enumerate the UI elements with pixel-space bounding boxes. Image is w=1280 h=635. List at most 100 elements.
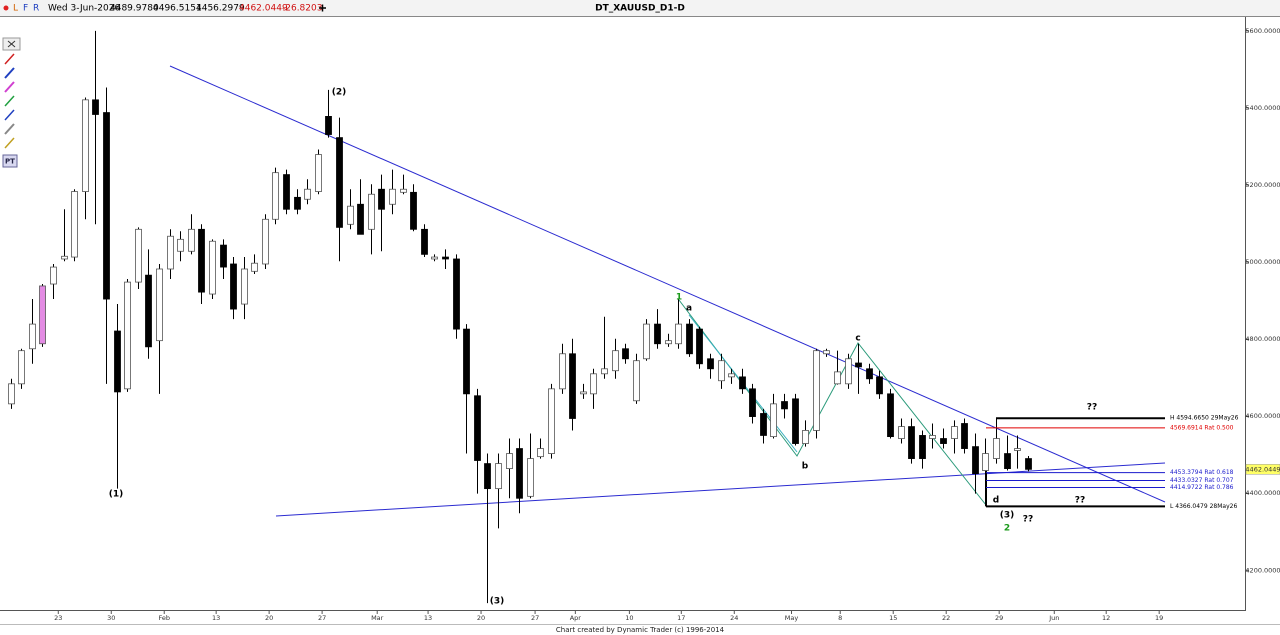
candle-body <box>61 255 68 260</box>
lower-trendline <box>275 462 1166 517</box>
candle-body <box>463 328 470 395</box>
candle-body <box>294 196 301 210</box>
y-tick-label: 4800.0000 <box>1245 335 1280 343</box>
level-label: 4414.9722 Rat 0.786 <box>1170 484 1234 491</box>
candle-body <box>823 350 830 355</box>
candle-body <box>474 395 481 461</box>
candle-body <box>908 426 915 459</box>
footer-credit: Chart created by Dynamic Trader (c) 1996… <box>556 626 725 634</box>
tool-pt-label: PT <box>5 158 15 166</box>
candle-body <box>453 258 460 330</box>
y-tick-label: 5400.0000 <box>1245 104 1280 112</box>
tool-close-x2 <box>7 40 16 48</box>
candle-body <box>198 228 205 293</box>
y-tick-label: 4200.0000 <box>1245 566 1280 574</box>
tool-fan[interactable] <box>4 81 15 93</box>
y-tick-label: 5200.0000 <box>1245 181 1280 189</box>
x-tick-label: 23 <box>54 614 62 622</box>
candle-body <box>18 350 25 385</box>
wave-label: b <box>802 462 809 472</box>
candle-body <box>124 281 131 390</box>
candle-body <box>1014 448 1021 451</box>
tool-line[interactable] <box>4 53 15 65</box>
wave-label: c <box>855 334 860 344</box>
header-bar <box>0 0 1280 16</box>
x-tick-label: Feb <box>158 614 170 622</box>
x-tick-label: Apr <box>570 614 582 622</box>
candle-body <box>516 448 523 499</box>
level-label: 4569.6914 Rat 0.500 <box>1170 424 1234 431</box>
candle-body <box>876 376 883 395</box>
candle-body <box>686 323 693 355</box>
candle-body <box>760 413 767 436</box>
candle-body <box>1025 458 1032 470</box>
wave-label: d <box>993 496 999 506</box>
candle-body <box>495 463 502 490</box>
tool-retrace[interactable] <box>4 95 15 107</box>
candle-body <box>1004 453 1011 469</box>
candle-body <box>400 188 407 193</box>
candle-body <box>325 116 332 135</box>
wave-label: ?? <box>1075 496 1085 506</box>
candle-body <box>728 373 735 378</box>
candle-body <box>431 256 438 260</box>
chart-title: DT_XAUUSD_D1-D <box>595 4 685 14</box>
candle-body <box>569 353 576 419</box>
x-tick-label: 27 <box>318 614 326 622</box>
x-tick-label: Mar <box>371 614 384 622</box>
tool-r[interactable]: R <box>33 4 39 14</box>
wave-label: (1) <box>109 490 124 500</box>
candle-body <box>813 350 820 431</box>
header-date: Wed 3-Jun-2026 <box>48 4 120 14</box>
candle-body <box>559 353 566 390</box>
y-tick-label: 5600.0000 <box>1245 27 1280 35</box>
wave-label: 1 <box>676 293 682 303</box>
candle-body <box>675 323 682 345</box>
x-tick-label: 15 <box>889 614 897 622</box>
candle-body <box>961 423 968 449</box>
wave-label: (2) <box>332 88 347 98</box>
tool-channel[interactable] <box>4 67 15 79</box>
candle-body <box>739 376 746 390</box>
candle-body <box>262 218 269 265</box>
candle-body <box>167 235 174 270</box>
tool-f[interactable]: F <box>23 4 28 14</box>
header-change: -26.8203 <box>282 4 322 14</box>
candle-body <box>39 285 46 345</box>
candle-body <box>421 228 428 255</box>
candle-body <box>972 446 979 474</box>
candle-body <box>855 362 862 368</box>
x-tick-label: 24 <box>730 614 738 622</box>
candle-body <box>929 435 936 439</box>
tool-ratio[interactable] <box>4 109 15 121</box>
header-high: 4496.5151 <box>153 4 202 14</box>
level-label: L 4366.0479 28May26 <box>1170 503 1237 510</box>
candle-body <box>241 268 248 305</box>
candle-body <box>622 348 629 360</box>
candle-body <box>251 262 258 272</box>
add-icon[interactable] <box>319 4 326 12</box>
candle-body <box>527 458 534 497</box>
candle-body <box>643 323 650 360</box>
x-tick-label: 19 <box>1155 614 1163 622</box>
upper-trendline <box>169 65 1166 503</box>
tool-pt[interactable] <box>2 154 18 168</box>
candle-body <box>590 373 597 395</box>
candle-body <box>336 137 343 228</box>
candle-body <box>135 228 142 283</box>
candle-body <box>368 193 375 230</box>
candle-body <box>612 350 619 372</box>
x-tick-label: 20 <box>265 614 273 622</box>
candle-body <box>887 393 894 438</box>
candle-body <box>919 435 926 459</box>
tool-l[interactable]: L <box>13 4 18 14</box>
candle-body <box>92 99 99 115</box>
tool-range[interactable] <box>4 123 15 135</box>
candle-body <box>654 323 661 345</box>
tool-cycle[interactable] <box>4 137 15 149</box>
record-icon[interactable] <box>3 5 9 11</box>
candle-body <box>230 263 237 310</box>
header-open: 4489.9780 <box>110 4 159 14</box>
candle-body <box>378 188 385 210</box>
